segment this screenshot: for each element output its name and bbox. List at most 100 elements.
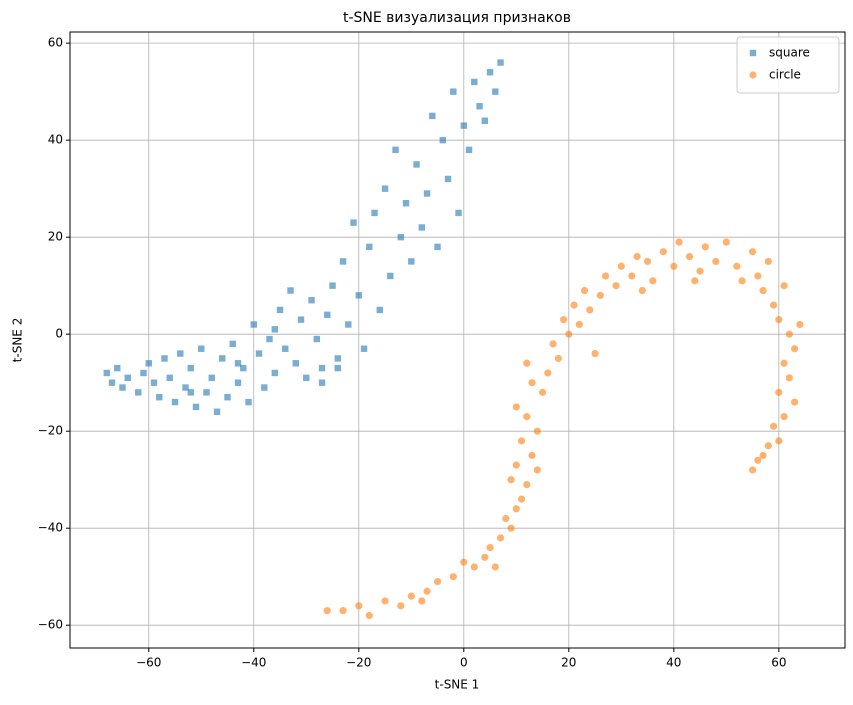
point [177,350,184,357]
point [266,335,273,343]
point [234,379,242,386]
point [796,320,804,329]
point [775,316,783,324]
point [444,175,452,183]
y-tick-label: 40 [48,133,63,147]
point [434,243,441,251]
point [261,384,268,391]
point [187,389,194,396]
point [659,248,667,256]
point [649,277,657,285]
point [481,553,489,561]
point [255,350,263,357]
point [103,369,110,377]
point [433,577,442,586]
point [759,451,767,460]
y-tick-label: −40 [38,521,63,535]
point [145,360,152,367]
point [549,340,557,348]
point [596,291,604,299]
point [775,388,783,396]
point [324,311,331,318]
y-axis-label: t-SNE 2 [11,318,25,363]
x-tick-label: −60 [136,656,161,670]
point [334,355,341,362]
point [276,306,284,314]
point [769,301,778,309]
point [775,437,783,445]
point [790,398,799,406]
point [492,88,499,95]
point [423,587,431,595]
point [544,369,552,377]
point [108,379,116,386]
point [303,374,310,382]
point [323,607,331,615]
point [497,59,504,66]
point [512,505,520,513]
point [161,355,168,362]
x-tick-label: 20 [561,656,576,670]
point [407,592,415,600]
point [523,413,531,421]
point [455,209,462,217]
point [512,403,520,411]
point [528,451,536,460]
point [491,563,499,571]
point [533,427,541,435]
point [685,252,694,261]
point [601,272,610,280]
point [769,422,778,430]
point [507,476,515,484]
point [517,437,526,445]
point [722,238,730,246]
point [334,364,341,372]
point [528,379,536,387]
point [449,573,457,581]
point [748,248,757,256]
point [460,122,468,129]
x-axis-label: t-SNE 1 [435,678,480,692]
legend-label: circle [769,68,801,82]
point [586,306,594,314]
point [471,78,478,86]
point [748,466,757,474]
point [617,262,625,270]
point [339,258,347,265]
point [481,117,489,124]
point [234,360,242,367]
point [759,286,767,295]
point [245,398,252,406]
point [523,480,531,489]
point [429,112,436,120]
point [517,495,526,503]
point [408,258,415,265]
point [764,257,772,266]
y-tick-label: −60 [38,618,63,632]
point [271,369,278,377]
x-tick-label: 40 [666,656,681,670]
point [282,345,289,352]
point [329,282,336,289]
point [192,403,200,411]
point [339,607,347,615]
point [140,369,147,377]
point [486,69,494,76]
point [355,292,362,299]
point [182,384,189,391]
point [701,243,709,251]
point [790,345,799,353]
point [150,379,158,386]
point [628,272,636,280]
point [124,374,131,382]
point [387,272,394,280]
point [355,602,363,610]
point [198,345,205,352]
point [171,398,179,406]
x-tick-label: 0 [460,656,468,670]
point [297,316,305,323]
point [754,456,762,464]
point [533,466,541,474]
point [360,345,368,352]
